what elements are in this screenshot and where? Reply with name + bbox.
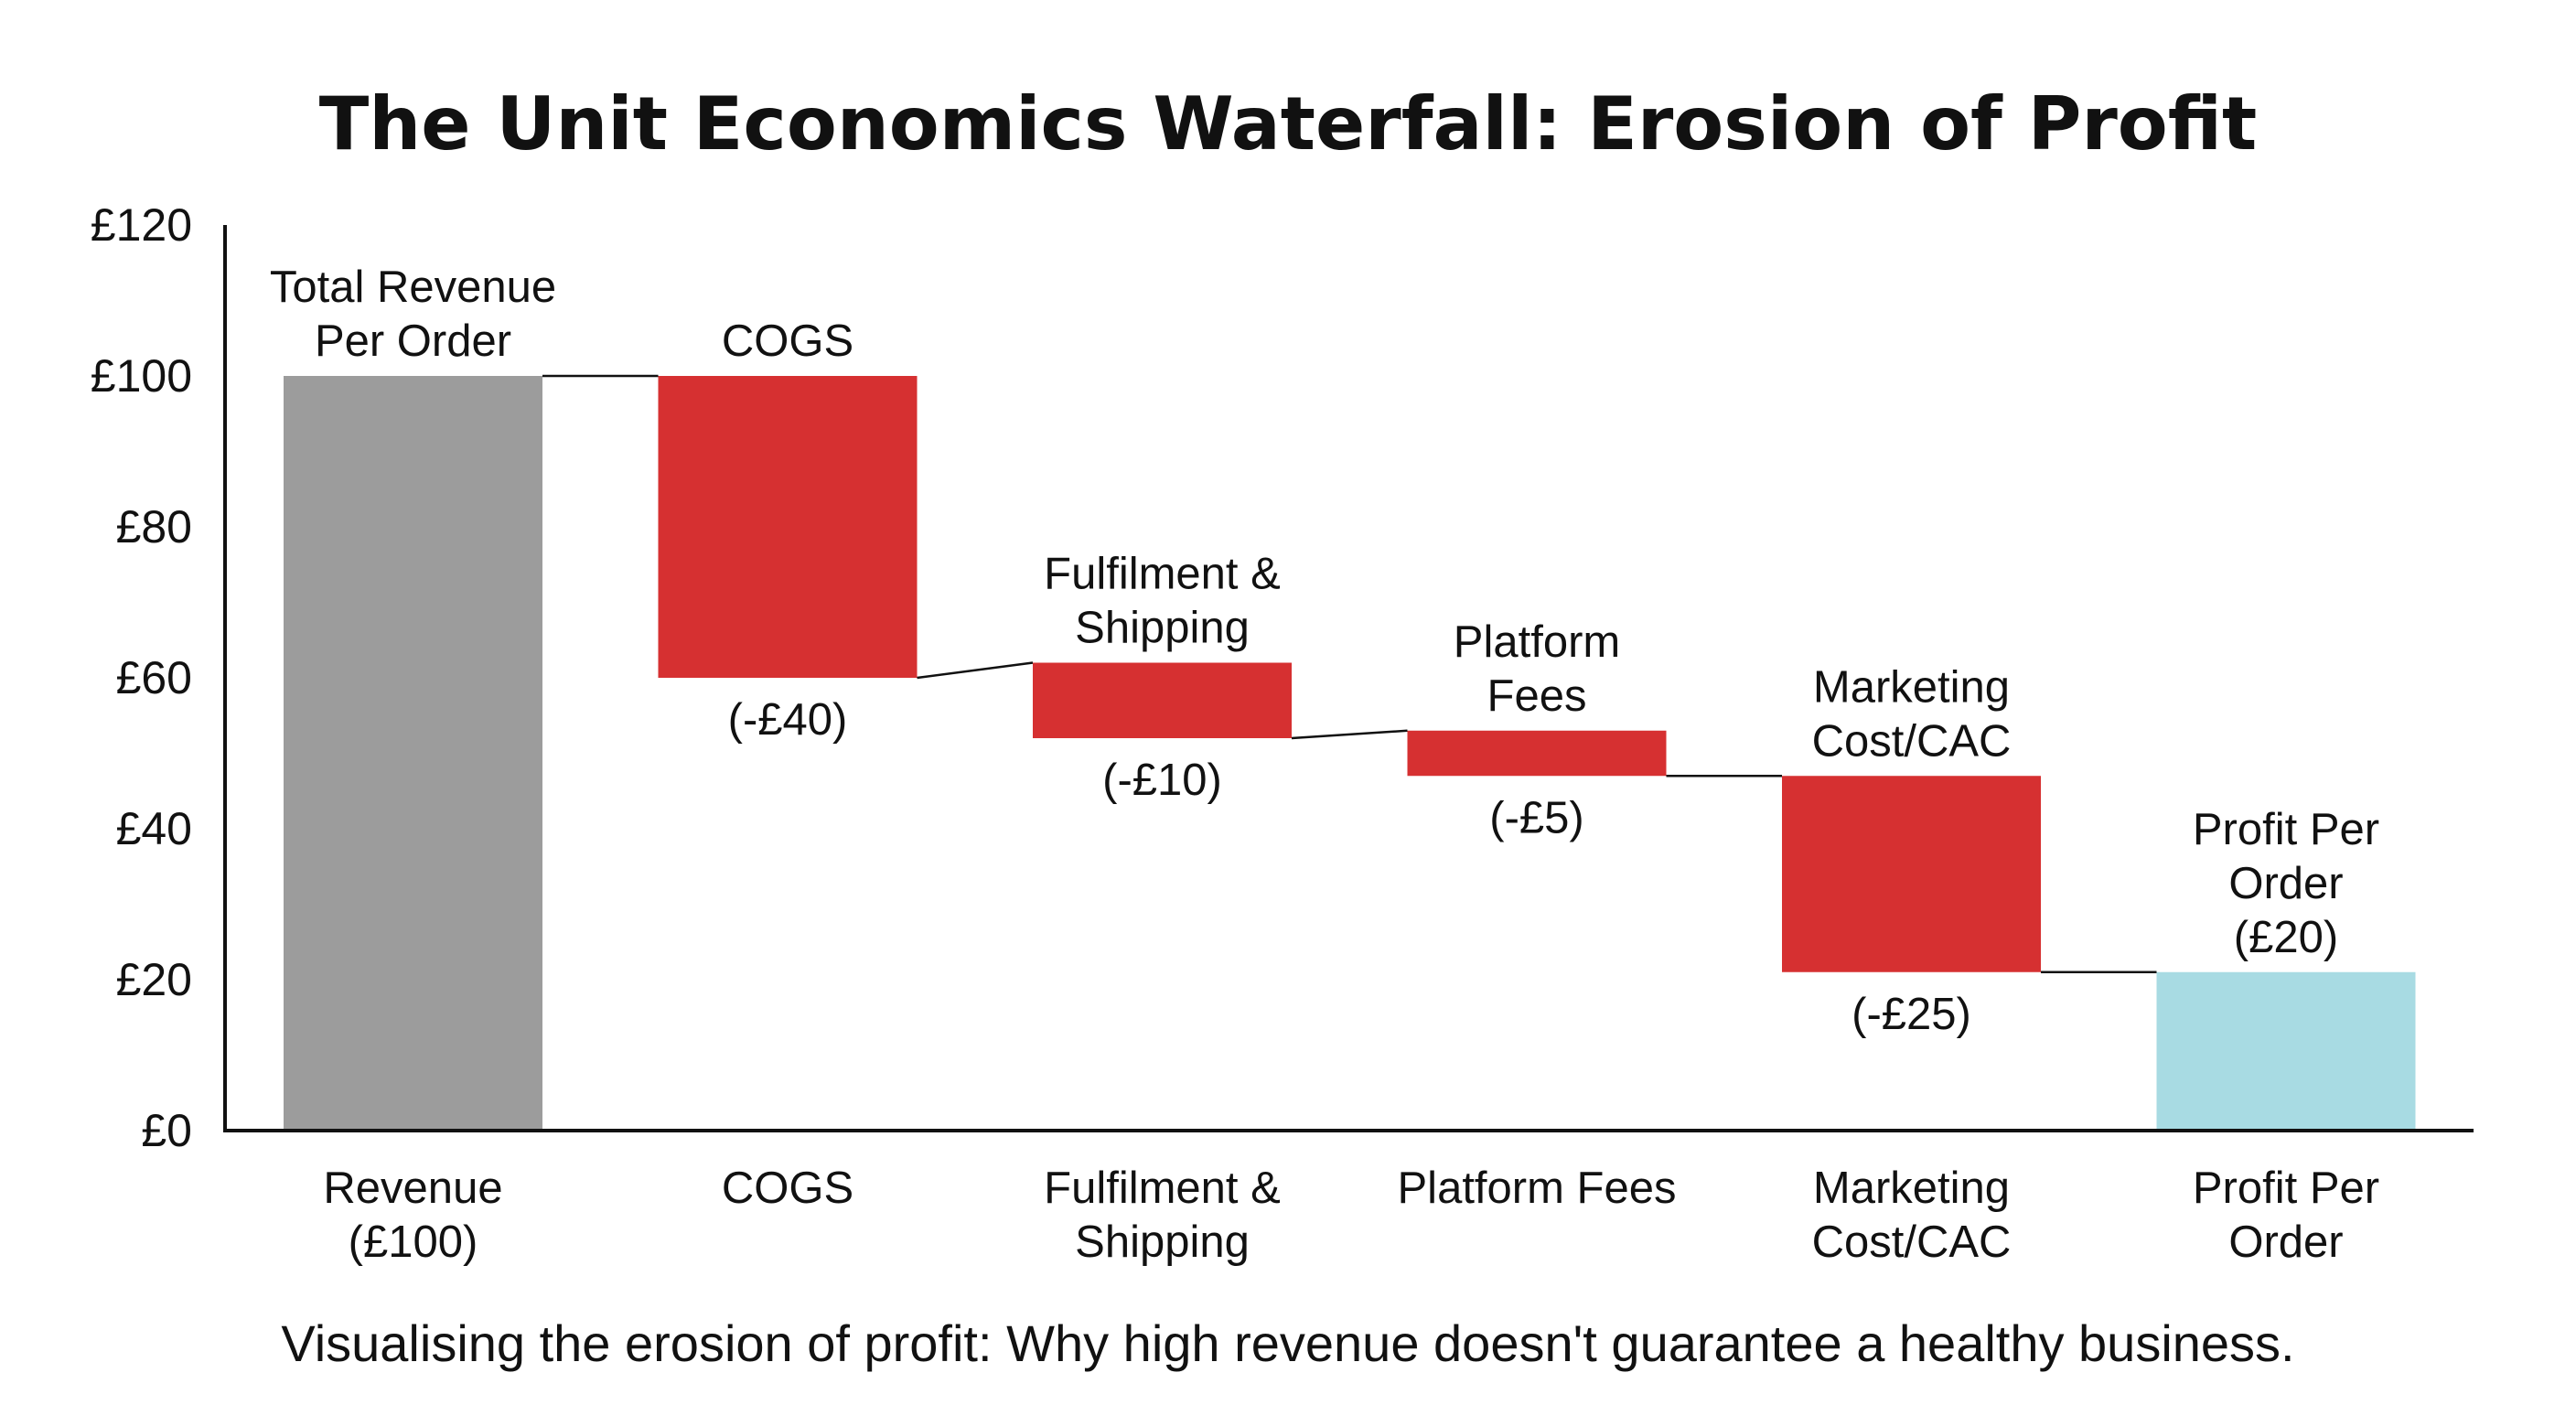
y-tick-label: £20 bbox=[116, 954, 192, 1005]
bar-top-label: (£20) bbox=[2234, 913, 2338, 962]
x-category-label: Shipping bbox=[1075, 1217, 1250, 1267]
bar-top-label: Platform bbox=[1454, 617, 1620, 667]
bar-top-label: Fulfilment & bbox=[1044, 550, 1281, 599]
bar-value-label: (-£10) bbox=[1102, 756, 1222, 805]
y-tick-label: £80 bbox=[116, 501, 192, 552]
y-tick-label: £100 bbox=[91, 350, 192, 402]
y-axis-ticks: £0 £20 £40 £60 £80 £100 £120 bbox=[91, 199, 192, 1156]
x-category-label: Fulfilment & bbox=[1044, 1164, 1281, 1213]
y-tick-label: £120 bbox=[91, 199, 192, 251]
bar-0 bbox=[284, 376, 542, 1131]
connector-line bbox=[1291, 729, 1408, 740]
connector-line bbox=[917, 661, 1034, 680]
chart-caption: Visualising the erosion of profit: Why h… bbox=[281, 1314, 2294, 1372]
bar-top-label: Marketing bbox=[1813, 662, 2010, 712]
bar-top-label: Order bbox=[2228, 859, 2343, 908]
bars bbox=[284, 376, 2416, 1131]
x-axis-labels: Revenue(£100) COGS Fulfilment &Shipping Pla… bbox=[323, 1164, 2379, 1267]
x-category-label: Revenue bbox=[323, 1164, 502, 1213]
x-category-label: Platform Fees bbox=[1398, 1164, 1677, 1213]
bar-1 bbox=[658, 376, 918, 678]
bar-top-label: Profit Per bbox=[2193, 805, 2379, 854]
x-category-label: Order bbox=[2228, 1217, 2343, 1267]
x-category-label: (£100) bbox=[349, 1217, 478, 1267]
bar-top-label: Fees bbox=[1487, 671, 1587, 721]
x-category-label: COGS bbox=[722, 1164, 853, 1213]
bar-2 bbox=[1033, 662, 1292, 738]
x-category-label: Profit Per bbox=[2193, 1164, 2379, 1213]
bar-3 bbox=[1407, 730, 1667, 777]
y-tick-label: £40 bbox=[116, 803, 192, 854]
x-category-label: Cost/CAC bbox=[1812, 1217, 2012, 1267]
bar-top-label: COGS bbox=[722, 316, 853, 366]
bar-4 bbox=[1782, 776, 2041, 972]
connector-lines bbox=[542, 374, 2157, 973]
bar-top-label: Cost/CAC bbox=[1812, 716, 2012, 766]
y-tick-label: £0 bbox=[141, 1105, 192, 1156]
bar-top-label: Shipping bbox=[1075, 604, 1250, 653]
bar-top-label: Total Revenue bbox=[270, 263, 556, 312]
x-category-label: Marketing bbox=[1813, 1164, 2010, 1213]
bar-value-label: (-£25) bbox=[1852, 990, 1971, 1039]
bar-5 bbox=[2156, 971, 2416, 1131]
bar-value-label: (-£5) bbox=[1489, 793, 1583, 842]
chart-title: The Unit Economics Waterfall: Erosion of… bbox=[319, 81, 2258, 166]
y-tick-label: £60 bbox=[116, 652, 192, 703]
bar-top-label: Per Order bbox=[315, 316, 511, 366]
bar-value-label: (-£40) bbox=[728, 695, 848, 745]
